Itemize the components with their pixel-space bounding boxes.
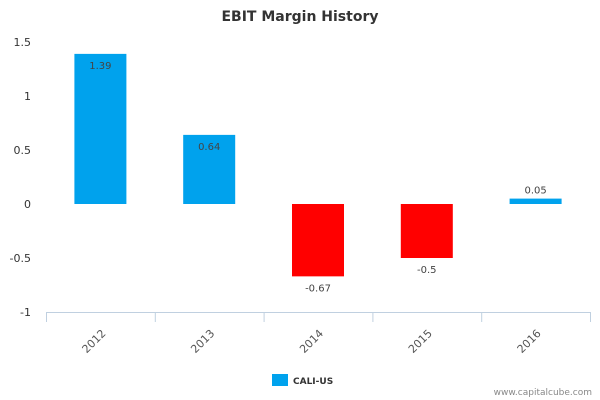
x-tick-label: 2014 (297, 327, 326, 356)
y-tick-label: 0.5 (14, 144, 32, 157)
bar-2013[interactable] (183, 134, 236, 204)
data-label: 0.64 (198, 142, 220, 153)
y-tick-label: 1.5 (14, 36, 32, 49)
legend-swatch (272, 374, 288, 386)
bar-2014[interactable] (292, 204, 344, 277)
y-axis: 1.5 1 0.5 0 -0.5 -1 (10, 36, 31, 319)
credit-text: www.capitalcube.com (494, 388, 592, 398)
legend-label: CALI-US (293, 377, 333, 387)
x-tick-label: 2012 (80, 327, 109, 356)
y-tick-label: -0.5 (10, 252, 31, 265)
legend[interactable]: CALI-US (272, 374, 333, 387)
data-labels: 1.39 0.64 -0.67 -0.5 0.05 (89, 61, 546, 294)
chart-title: EBIT Margin History (221, 9, 378, 25)
bars (74, 53, 562, 277)
data-label: -0.67 (305, 283, 331, 294)
data-label: 1.39 (89, 61, 111, 72)
x-axis: 2012 2013 2014 2015 2016 (46, 312, 591, 356)
data-label: -0.5 (417, 265, 437, 276)
y-tick-label: 0 (24, 198, 31, 211)
y-tick-label: 1 (24, 90, 31, 103)
x-tick-label: 2016 (515, 327, 544, 356)
x-tick-label: 2013 (188, 327, 217, 356)
bar-2012[interactable] (74, 53, 127, 204)
bar-2015[interactable] (400, 204, 453, 258)
data-label: 0.05 (524, 186, 546, 197)
bar-2016[interactable] (509, 198, 562, 204)
y-tick-label: -1 (20, 306, 31, 319)
x-tick-label: 2015 (406, 327, 435, 356)
